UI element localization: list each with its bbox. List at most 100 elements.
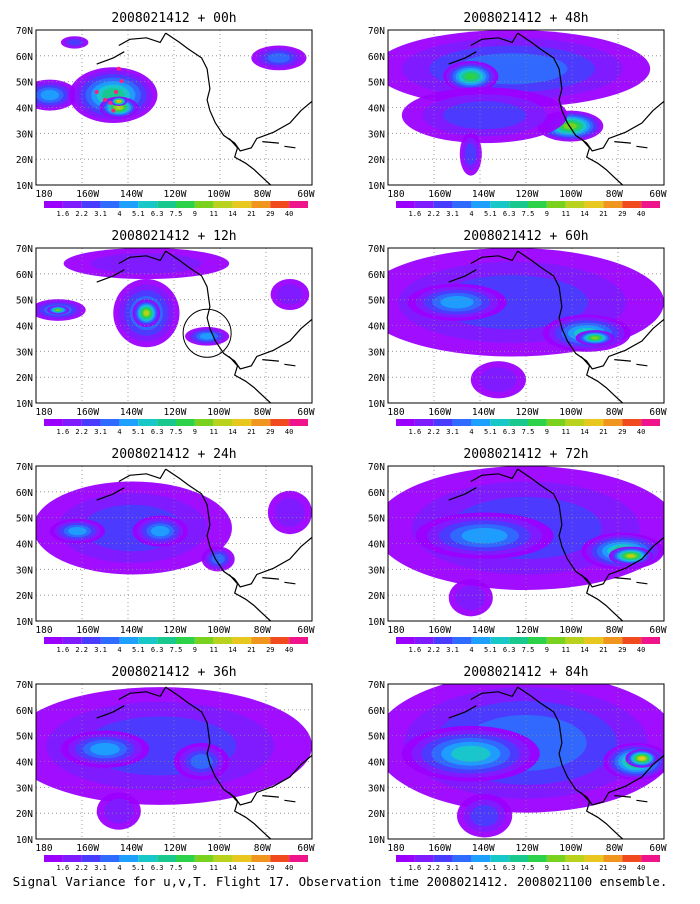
lat-tick-label: 60N	[16, 706, 33, 717]
lon-tick-label: 140W	[120, 843, 143, 854]
lon-tick-label: 160W	[428, 407, 451, 418]
variance-contour	[639, 756, 645, 760]
colorbar-swatch	[213, 855, 233, 862]
colorbar-swatch	[396, 637, 415, 644]
map-panel: 2008021412 + 12h 70N 60N 50N 40N 30N 20N 10N180…	[16, 229, 315, 436]
coastline	[262, 359, 296, 367]
variance-contour	[277, 284, 303, 305]
lat-tick-label: 40N	[16, 758, 33, 769]
colorbar-swatch	[603, 419, 623, 426]
colorbar-label: 40	[285, 646, 293, 654]
colorbar-label: 1.6	[57, 210, 70, 218]
colorbar-swatch	[62, 637, 82, 644]
lat-tick-label: 50N	[368, 296, 385, 307]
colorbar-swatch	[528, 855, 547, 862]
colorbar-swatch	[452, 637, 472, 644]
colorbar-swatch	[44, 637, 63, 644]
lat-tick-label: 50N	[16, 296, 33, 307]
colorbar-swatch	[100, 855, 120, 862]
colorbar-swatch	[433, 855, 453, 862]
colorbar-swatch	[641, 855, 660, 862]
colorbar-label: 7.5	[522, 428, 535, 436]
colorbar-swatch	[232, 855, 252, 862]
lon-tick-label: 160W	[76, 189, 99, 200]
panel-title: 2008021412 + 12h	[111, 229, 236, 244]
lat-tick-label: 20N	[368, 155, 385, 166]
colorbar-label: 9	[545, 646, 549, 654]
colorbar-swatch	[213, 637, 233, 644]
colorbar-label: 40	[285, 428, 293, 436]
lat-tick-label: 70N	[368, 26, 385, 37]
lon-tick-label: 160W	[428, 843, 451, 854]
lon-tick-label: 80W	[606, 625, 623, 636]
lon-tick-label: 120W	[516, 843, 539, 854]
lat-tick-label: 40N	[16, 540, 33, 551]
colorbar-swatch	[584, 201, 604, 208]
colorbar-label: 9	[545, 864, 549, 872]
colorbar-swatch	[509, 855, 528, 862]
colorbar-swatch	[251, 419, 271, 426]
variance-contour	[104, 798, 134, 824]
lon-tick-label: 120W	[516, 407, 539, 418]
colorbar-swatch	[490, 201, 510, 208]
colorbar-label: 21	[247, 210, 255, 218]
colorbar-swatch	[176, 855, 195, 862]
colorbar-swatch	[584, 419, 604, 426]
observation-point	[108, 100, 113, 105]
colorbar-label: 29	[266, 210, 274, 218]
coastline	[96, 250, 167, 283]
variance-field	[388, 684, 664, 839]
colorbar-swatch	[414, 419, 434, 426]
colorbar-label: 4	[117, 864, 121, 872]
colorbar-label: 5.1	[484, 428, 497, 436]
colorbar-swatch	[414, 201, 434, 208]
panel-frame	[387, 683, 665, 840]
colorbar-swatch	[251, 201, 271, 208]
lon-tick-label: 100W	[207, 625, 230, 636]
colorbar-swatch	[251, 855, 271, 862]
colorbar-label: 6.3	[503, 864, 516, 872]
colorbar-swatch	[546, 637, 566, 644]
colorbar-label: 1.6	[57, 428, 70, 436]
coastline	[262, 141, 296, 149]
lon-tick-label: 120W	[164, 843, 187, 854]
lon-tick-label: 180	[35, 625, 52, 636]
lat-tick-label: 50N	[368, 78, 385, 89]
lat-tick-label: 30N	[368, 347, 385, 358]
variance-contour	[626, 554, 635, 558]
colorbar-swatch	[584, 855, 604, 862]
colorbar-label: 1.6	[57, 646, 70, 654]
panel-title: 2008021412 + 00h	[111, 11, 236, 26]
coastline	[96, 468, 167, 501]
colorbar-label: 1.6	[409, 210, 422, 218]
lon-tick-label: 100W	[559, 625, 582, 636]
colorbar-swatch	[641, 419, 660, 426]
colorbar-swatch	[622, 637, 642, 644]
lon-tick-label: 80W	[254, 407, 271, 418]
panel-frame	[35, 29, 313, 186]
colorbar-label: 21	[247, 428, 255, 436]
colorbar-swatch	[62, 419, 82, 426]
colorbar-label: 11	[209, 428, 217, 436]
lon-tick-label: 180	[387, 407, 404, 418]
lon-tick-label: 60W	[649, 407, 666, 418]
colorbar-swatch	[528, 419, 547, 426]
lon-tick-label: 180	[387, 625, 404, 636]
colorbar-swatch	[603, 201, 623, 208]
variance-contour	[190, 754, 213, 769]
colorbar-label: 14	[580, 428, 588, 436]
colorbar-label: 11	[561, 864, 569, 872]
colorbar-swatch	[471, 637, 491, 644]
panel-frame	[387, 247, 665, 404]
panel-frame	[35, 465, 313, 622]
lat-tick-label: 70N	[16, 462, 33, 473]
lon-tick-label: 180	[35, 407, 52, 418]
colorbar-label: 7.5	[522, 864, 535, 872]
colorbar-label: 7.5	[170, 864, 183, 872]
observation-point	[111, 108, 116, 113]
coastline	[165, 468, 312, 588]
lon-tick-label: 120W	[516, 625, 539, 636]
lat-tick-label: 70N	[368, 680, 385, 691]
coastline	[517, 32, 664, 152]
colorbar-label: 5.1	[484, 210, 497, 218]
